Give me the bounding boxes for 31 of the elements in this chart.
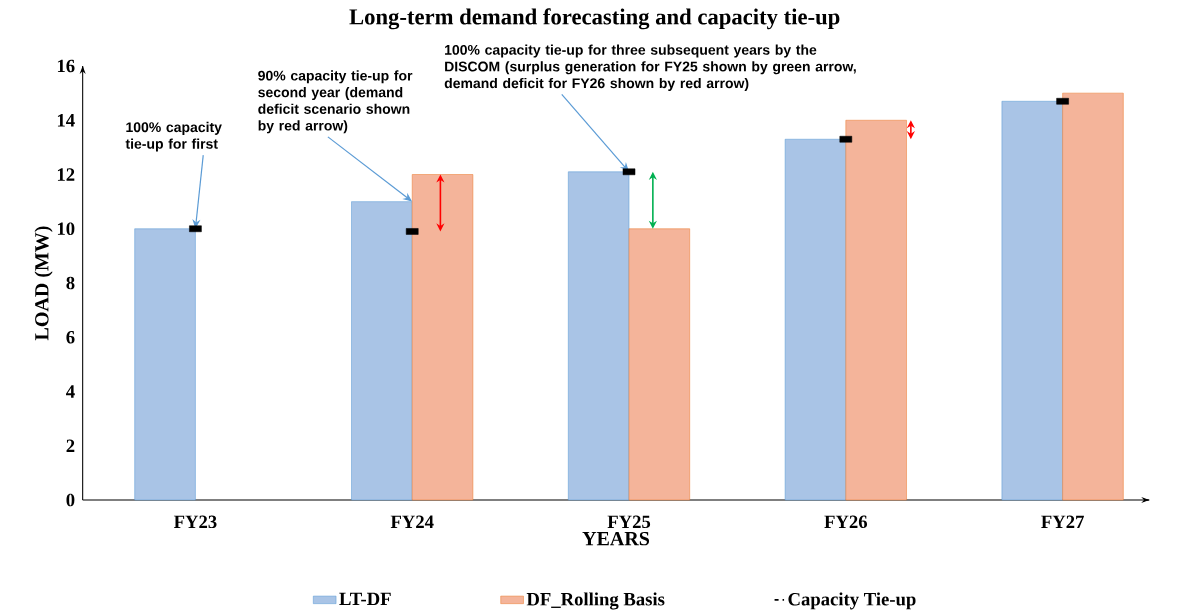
y-tick-label: 6 — [66, 330, 75, 344]
y-tick-label: 8 — [66, 276, 75, 290]
bar — [784, 138, 847, 501]
x-axis-title: YEARS — [582, 531, 650, 546]
chart-title: Long-term demand forecasting and capacity tie-up — [349, 8, 840, 30]
bar — [1062, 92, 1124, 501]
x-tick-label: FY24 — [390, 515, 434, 528]
x-tick-label: FY26 — [824, 515, 868, 529]
bar — [568, 171, 630, 501]
y-tick-label: 4 — [66, 385, 75, 398]
bar — [1001, 101, 1063, 501]
y-axis-title: LOAD (MW) — [34, 226, 53, 341]
y-tick-label: 0 — [66, 493, 75, 507]
x-tick-label: FY23 — [173, 515, 217, 529]
y-tick-label: 2 — [66, 439, 75, 452]
annotation: 100% capacity tie-up for first — [125, 121, 222, 152]
x-tick-label: FY27 — [1041, 515, 1084, 528]
y-tick-label: 10 — [57, 222, 75, 236]
legend-label: LT-DF — [339, 592, 391, 606]
bar — [845, 119, 907, 501]
y-tick-label: 12 — [57, 168, 75, 181]
x-tick-label: FY25 — [607, 515, 651, 529]
annotation: 100% capacity tie-up for three subsequent years by the DISCOM (surplus generation for FY25 shown by green arrow, demand deficit for FY26 shown by red arrow) — [444, 44, 856, 91]
annotation: 90% capacity tie-up for second year (demand deficit scenario shown by red arrow) — [258, 70, 413, 134]
legend-label: DF_Rolling Basis — [526, 592, 665, 610]
y-tick-label: 16 — [57, 59, 75, 73]
bar — [628, 228, 690, 501]
legend-label: Capacity Tie-up — [788, 592, 916, 610]
bar — [134, 228, 196, 501]
bar — [411, 174, 474, 501]
y-tick-label: 14 — [57, 114, 75, 127]
